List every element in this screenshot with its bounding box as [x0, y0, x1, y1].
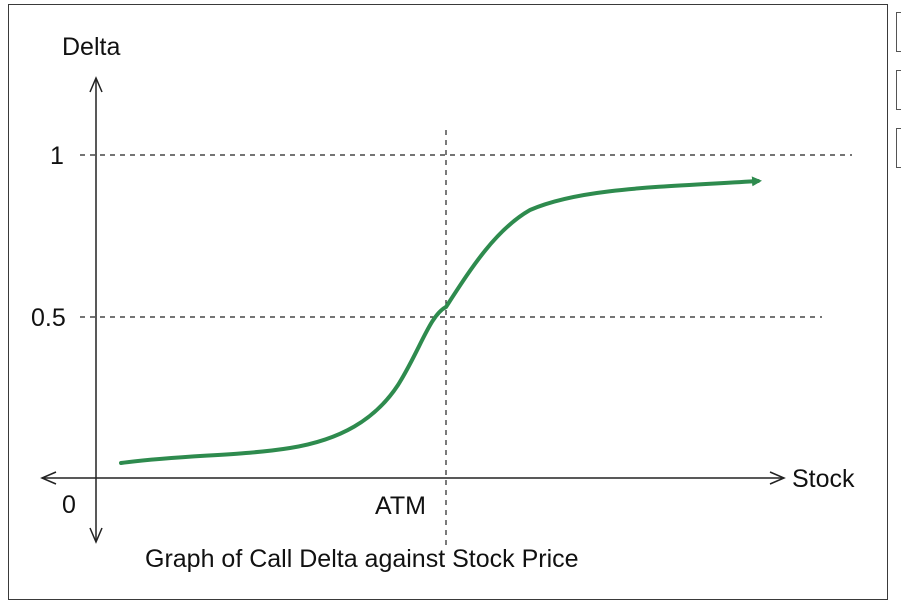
y-tick-label-1: 1	[50, 142, 64, 170]
edge-fragment	[896, 70, 901, 110]
edge-fragment	[896, 128, 901, 168]
reference-lines	[80, 130, 852, 545]
axes	[40, 76, 786, 544]
call-delta-curve	[119, 176, 762, 465]
x-axis-arrow-left	[40, 471, 57, 485]
chart-title: Graph of Call Delta against Stock Price	[145, 545, 579, 573]
y-tick-label-half: 0.5	[31, 304, 66, 332]
edge-fragment	[896, 12, 901, 52]
y-axis-arrow-bottom	[89, 527, 103, 544]
y-axis-label: Delta	[62, 33, 120, 61]
atm-label: ATM	[375, 492, 426, 520]
x-axis-arrow-right	[769, 471, 786, 485]
diagram-border	[8, 4, 888, 600]
x-axis-label: Stock	[792, 465, 855, 493]
y-axis-arrow-top	[89, 76, 103, 93]
origin-label: 0	[62, 491, 76, 519]
